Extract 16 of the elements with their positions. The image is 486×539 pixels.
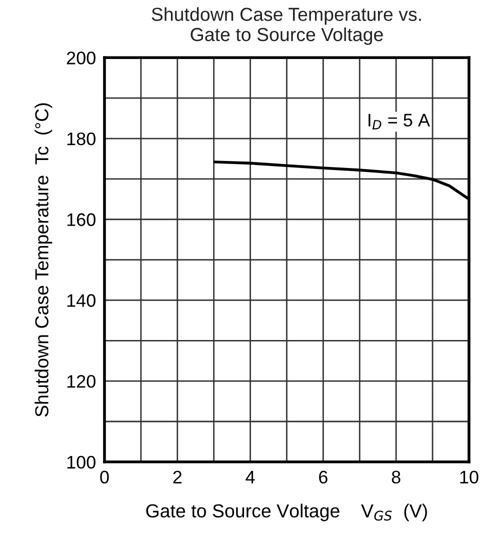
x-tick-label: 8 — [392, 470, 400, 484]
x-tick-label: 10 — [460, 470, 478, 484]
x-tick-label: 0 — [100, 470, 109, 484]
x-tick-label: 2 — [173, 470, 182, 484]
y-axis-title: Shutdown Case Temperature Tc (°C) — [34, 103, 52, 417]
y-tick-label: 120 — [67, 375, 96, 388]
y-tick-label: 200 — [66, 52, 96, 64]
annotation: I$_{D}$ = 5 A — [368, 114, 430, 130]
x-tick-label: 4 — [246, 470, 255, 484]
y-tick-label: 160 — [67, 213, 96, 226]
x-tick-label: 6 — [319, 470, 328, 484]
y-tick-label: 140 — [67, 294, 96, 307]
x-axis-title: Gate to Source Voltage V$_{GS}$ (V) — [146, 504, 427, 522]
y-tick-label: 180 — [67, 132, 96, 146]
y-tick-label: 100 — [67, 456, 96, 469]
chart-title: Shutdown Case Temperature vs. Gate to Source Voltage — [152, 7, 421, 45]
